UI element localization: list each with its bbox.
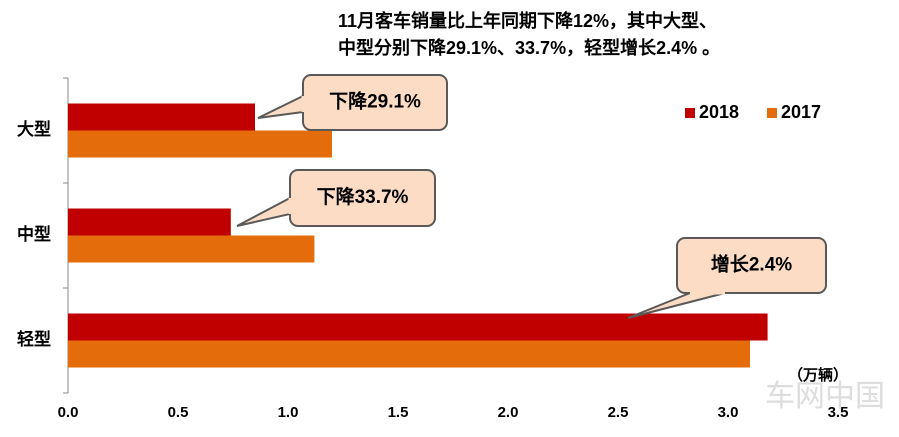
legend-label: 2017 [781,102,821,122]
x-tick-label: 2.5 [608,404,629,421]
y-tick-label: 轻型 [17,329,51,349]
callout: 增长2.4% [627,237,827,319]
bar [68,340,750,368]
bar [68,103,255,131]
chart-title: 中型分别下降29.1%、33.7%，轻型增长2.4% 。 [338,37,720,58]
y-tick-label: 中型 [17,224,51,244]
annotation: 下降29.1% [329,90,421,113]
legend-swatch [767,108,777,118]
bar [68,208,231,236]
callout-box [676,237,827,294]
bar [68,235,315,263]
y-tick-label: 大型 [17,119,51,139]
x-tick-label: 0.5 [168,404,189,421]
callout-tail [236,196,291,227]
x-tick-label: 1.0 [278,404,299,421]
bar [68,130,332,158]
bar [68,313,768,341]
chart-title: 11月客车销量比上年同期下降12%，其中大型、 [338,10,717,31]
x-tick-label: 3.0 [718,404,739,421]
callout-tail [257,94,304,119]
callout: 下降33.7% [236,169,436,227]
x-tick-label: 1.5 [388,404,409,421]
annotation: 下降33.7% [317,185,409,208]
watermark: 车网中国 [765,380,885,413]
legend-label: 2018 [699,102,739,122]
legend-swatch [685,108,695,118]
x-tick-label: 2.0 [498,404,519,421]
unit-label: （万辆） [788,366,848,384]
x-tick-label: 0.0 [58,404,79,421]
x-tick-label: 3.5 [828,404,849,421]
callout: 下降29.1% [257,74,448,131]
annotation: 增长2.4% [711,253,792,276]
